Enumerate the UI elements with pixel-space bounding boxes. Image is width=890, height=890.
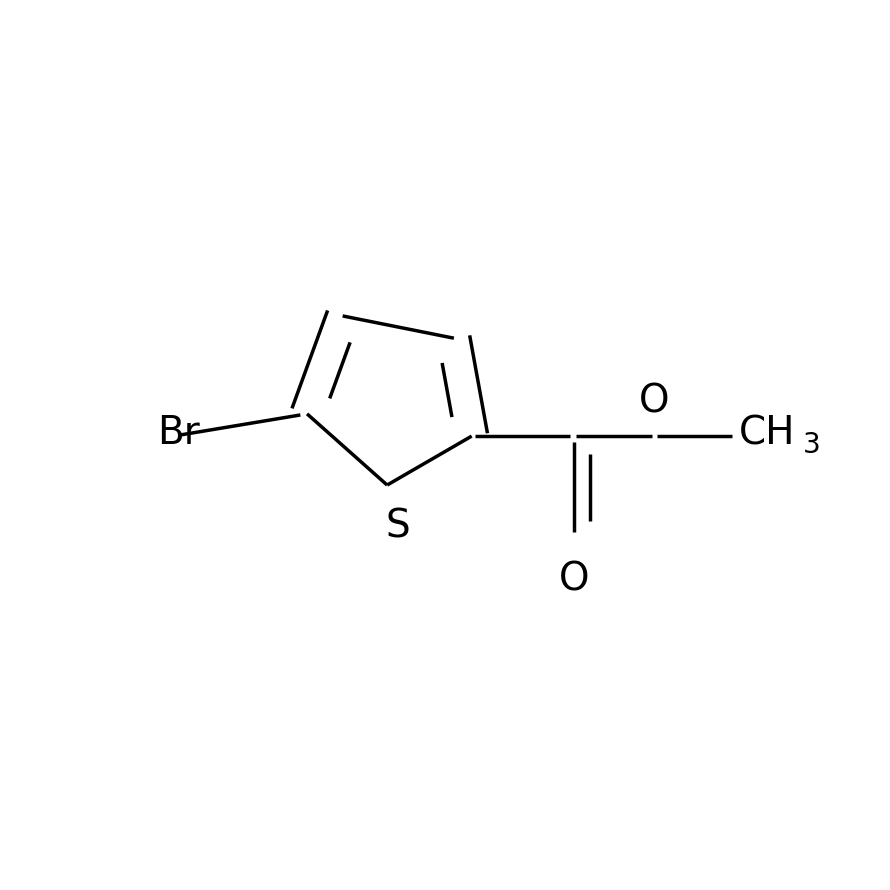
Text: 3: 3 xyxy=(803,431,821,459)
Text: O: O xyxy=(559,561,589,599)
Text: Br: Br xyxy=(157,415,199,452)
Text: CH: CH xyxy=(739,415,795,452)
Text: S: S xyxy=(385,507,410,546)
Text: O: O xyxy=(639,382,669,420)
